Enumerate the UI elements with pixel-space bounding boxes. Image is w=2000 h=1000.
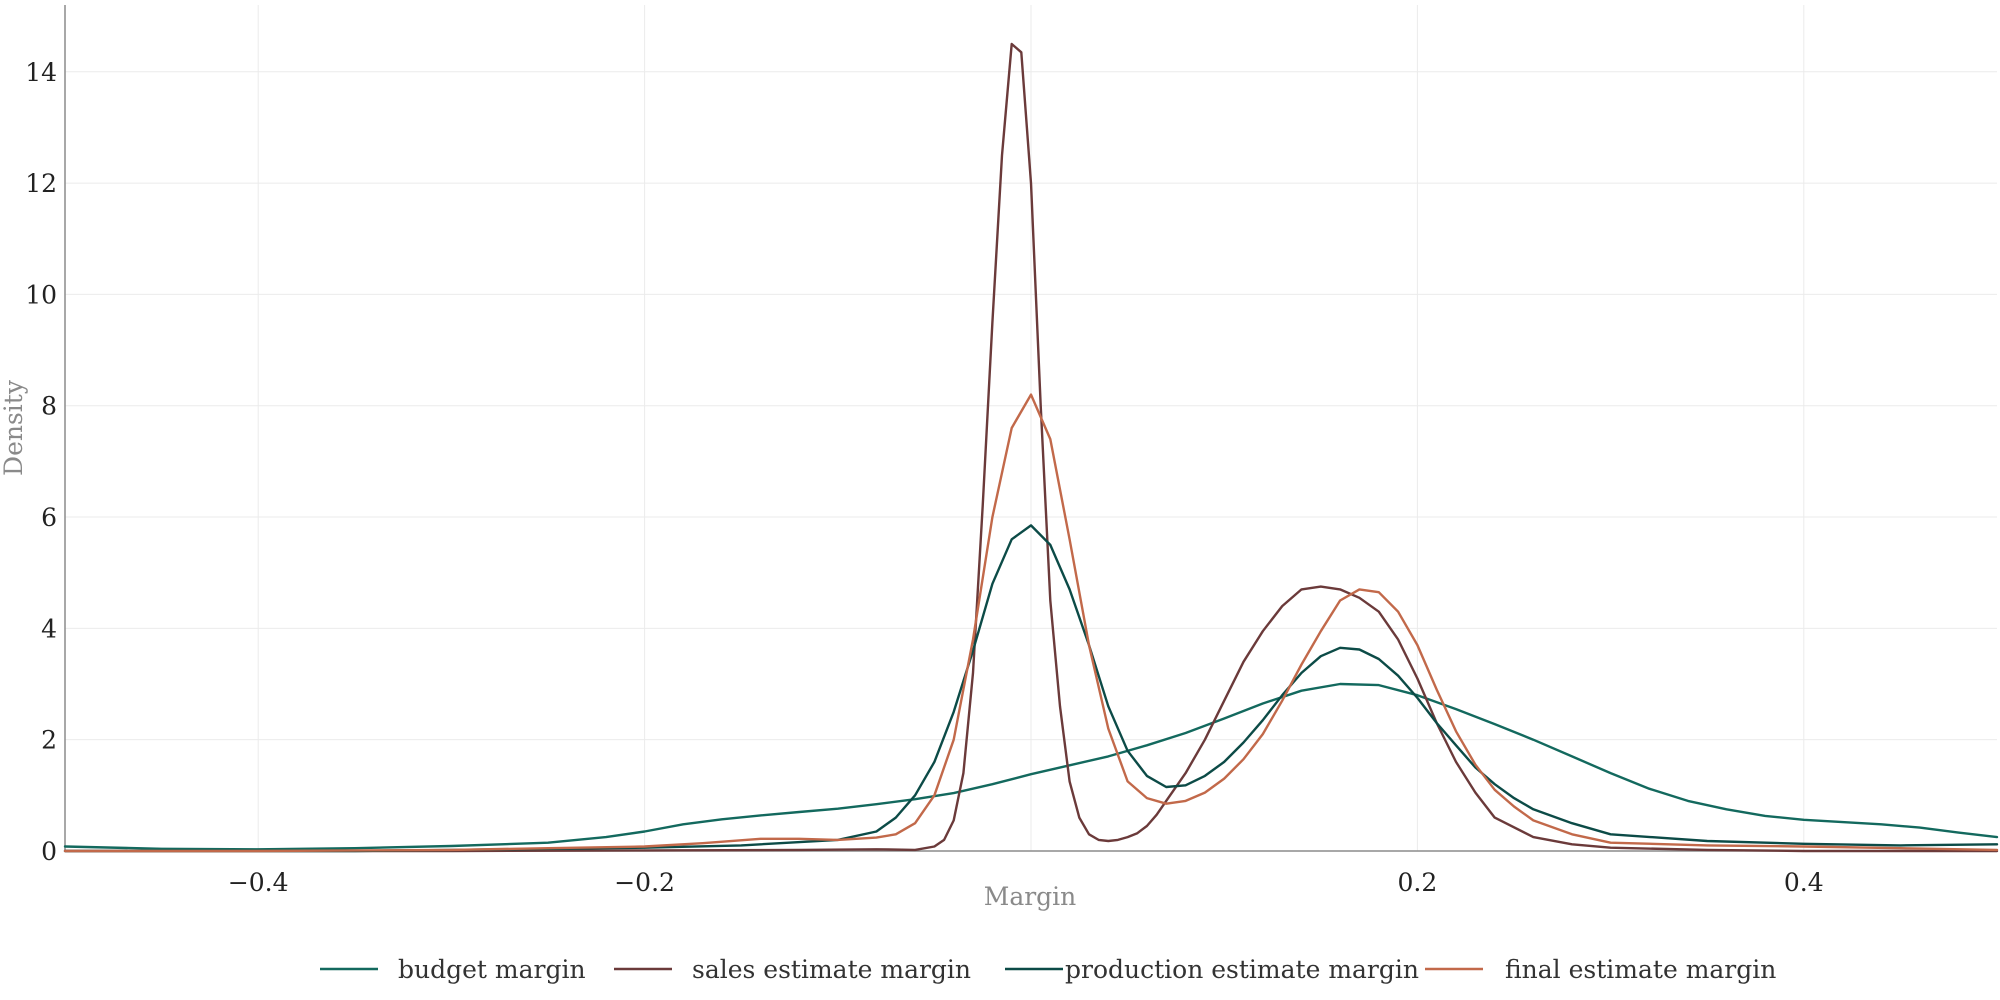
x-tick-label: 0.4 <box>1784 868 1824 897</box>
legend-label: sales estimate margin <box>692 955 971 984</box>
y-axis-label: Density <box>0 379 28 476</box>
tick-labels: −0.4 −0.2 0.2 0.4 0 2 4 6 8 10 12 14 <box>25 58 1823 897</box>
y-tick-label: 10 <box>25 280 57 309</box>
legend-item: final estimate margin <box>1425 955 1776 984</box>
series-line-final-estimate-margin <box>63 393 1999 853</box>
x-axis-label: Margin <box>984 882 1077 911</box>
series-lines <box>63 42 1999 853</box>
y-tick-label: 0 <box>41 837 57 866</box>
y-tick-label: 12 <box>25 169 57 198</box>
legend-item: sales estimate margin <box>614 955 971 984</box>
legend-item: production estimate margin <box>1005 955 1419 984</box>
y-tick-label: 6 <box>41 503 57 532</box>
legend-label: final estimate margin <box>1505 955 1776 984</box>
legend: budget margin sales estimate margin produc… <box>320 955 1776 984</box>
grid <box>65 5 1997 852</box>
x-tick-label: −0.2 <box>614 868 675 897</box>
y-tick-label: 8 <box>41 392 57 421</box>
y-tick-label: 2 <box>41 726 57 755</box>
y-tick-label: 14 <box>25 58 57 87</box>
legend-label: production estimate margin <box>1065 955 1419 984</box>
series-line-budget-margin <box>63 682 1999 851</box>
legend-label: budget margin <box>398 955 586 984</box>
legend-item: budget margin <box>320 955 586 984</box>
x-tick-label: 0.2 <box>1398 868 1438 897</box>
y-tick-label: 4 <box>41 614 57 643</box>
x-tick-label: −0.4 <box>228 868 289 897</box>
